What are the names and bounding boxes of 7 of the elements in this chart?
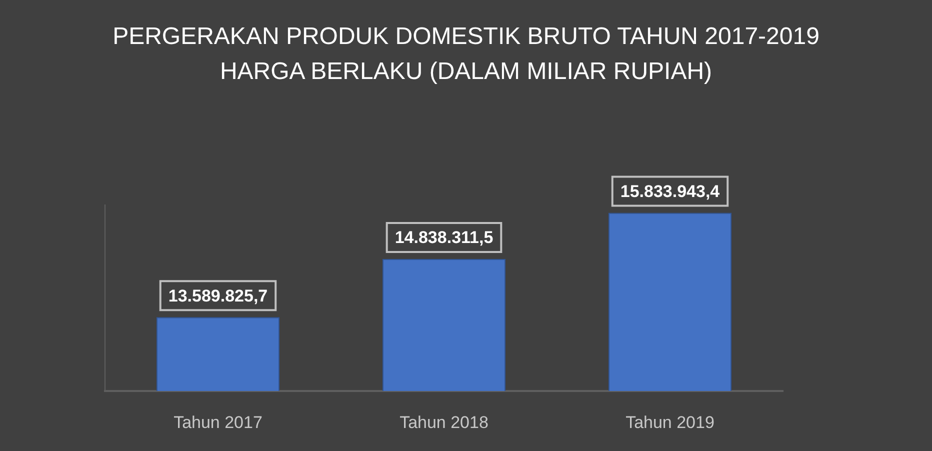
x-tick-label: Tahun 2017 [174, 412, 262, 432]
x-tick-label: Tahun 2019 [626, 412, 714, 432]
data-label: 15.833.943,4 [620, 182, 720, 201]
chart-title: PERGERAKAN PRODUK DOMESTIK BRUTO TAHUN 2017-2019 HARGA BERLAKU (DALAM MILIAR RUPIAH) [112, 22, 820, 87]
data-label: 13.589.825,7 [168, 286, 268, 306]
data-label: 14.838.311,5 [394, 228, 494, 248]
x-tick-label: Tahun 2018 [400, 412, 488, 432]
